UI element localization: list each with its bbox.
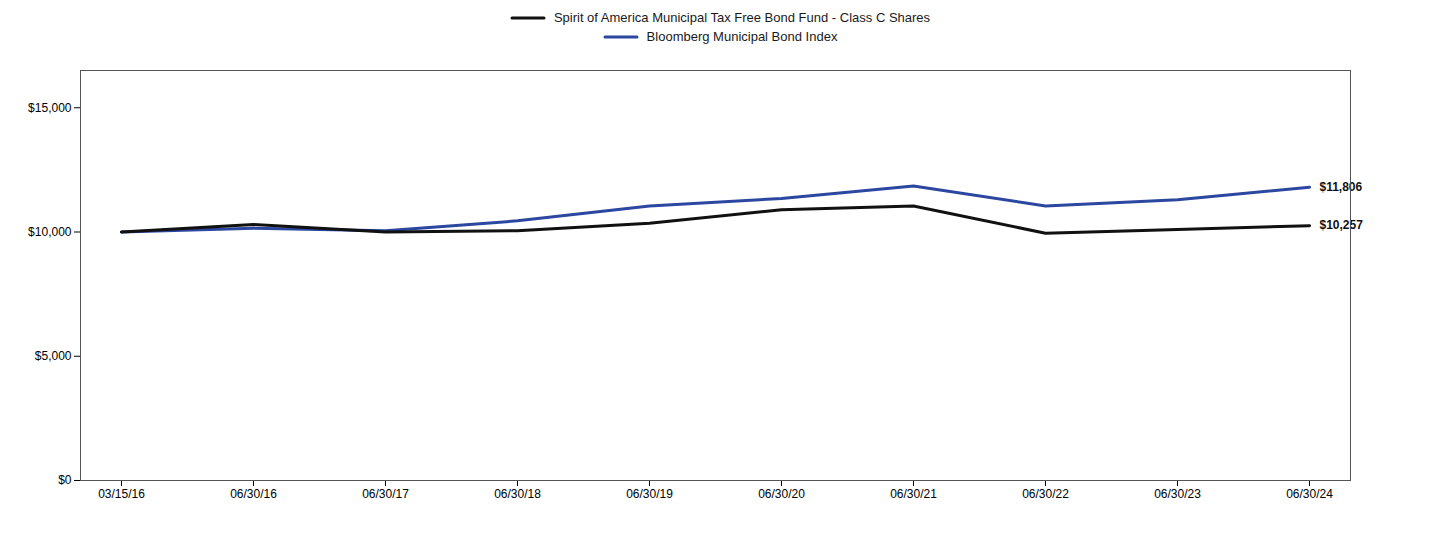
svg-text:03/15/16: 03/15/16 <box>98 487 145 501</box>
svg-text:06/30/18: 06/30/18 <box>494 487 541 501</box>
html-text:Spirit of America Municipal Ta: Spirit of America Municipal Tax Free Bon… <box>553 10 931 25</box>
html-text:Bloomberg Municipal Bond Index: Bloomberg Municipal Bond Index <box>646 29 838 44</box>
svg-text:$10,000: $10,000 <box>28 225 72 239</box>
svg-text:06/30/19: 06/30/19 <box>626 487 673 501</box>
svg-text:$5,000: $5,000 <box>35 349 72 363</box>
svg-text:06/30/24: 06/30/24 <box>1286 487 1333 501</box>
svg-text:$10,257: $10,257 <box>1320 218 1364 232</box>
svg-text:$15,000: $15,000 <box>28 101 72 115</box>
svg-text:06/30/23: 06/30/23 <box>1154 487 1201 501</box>
svg-text:06/30/16: 06/30/16 <box>230 487 277 501</box>
svg-text:06/30/20: 06/30/20 <box>758 487 805 501</box>
svg-text:06/30/21: 06/30/21 <box>890 487 937 501</box>
svg-text:06/30/17: 06/30/17 <box>362 487 409 501</box>
svg-text:$0: $0 <box>58 473 72 487</box>
svg-text:06/30/22: 06/30/22 <box>1022 487 1069 501</box>
svg-text:$11,806: $11,806 <box>1320 180 1363 194</box>
